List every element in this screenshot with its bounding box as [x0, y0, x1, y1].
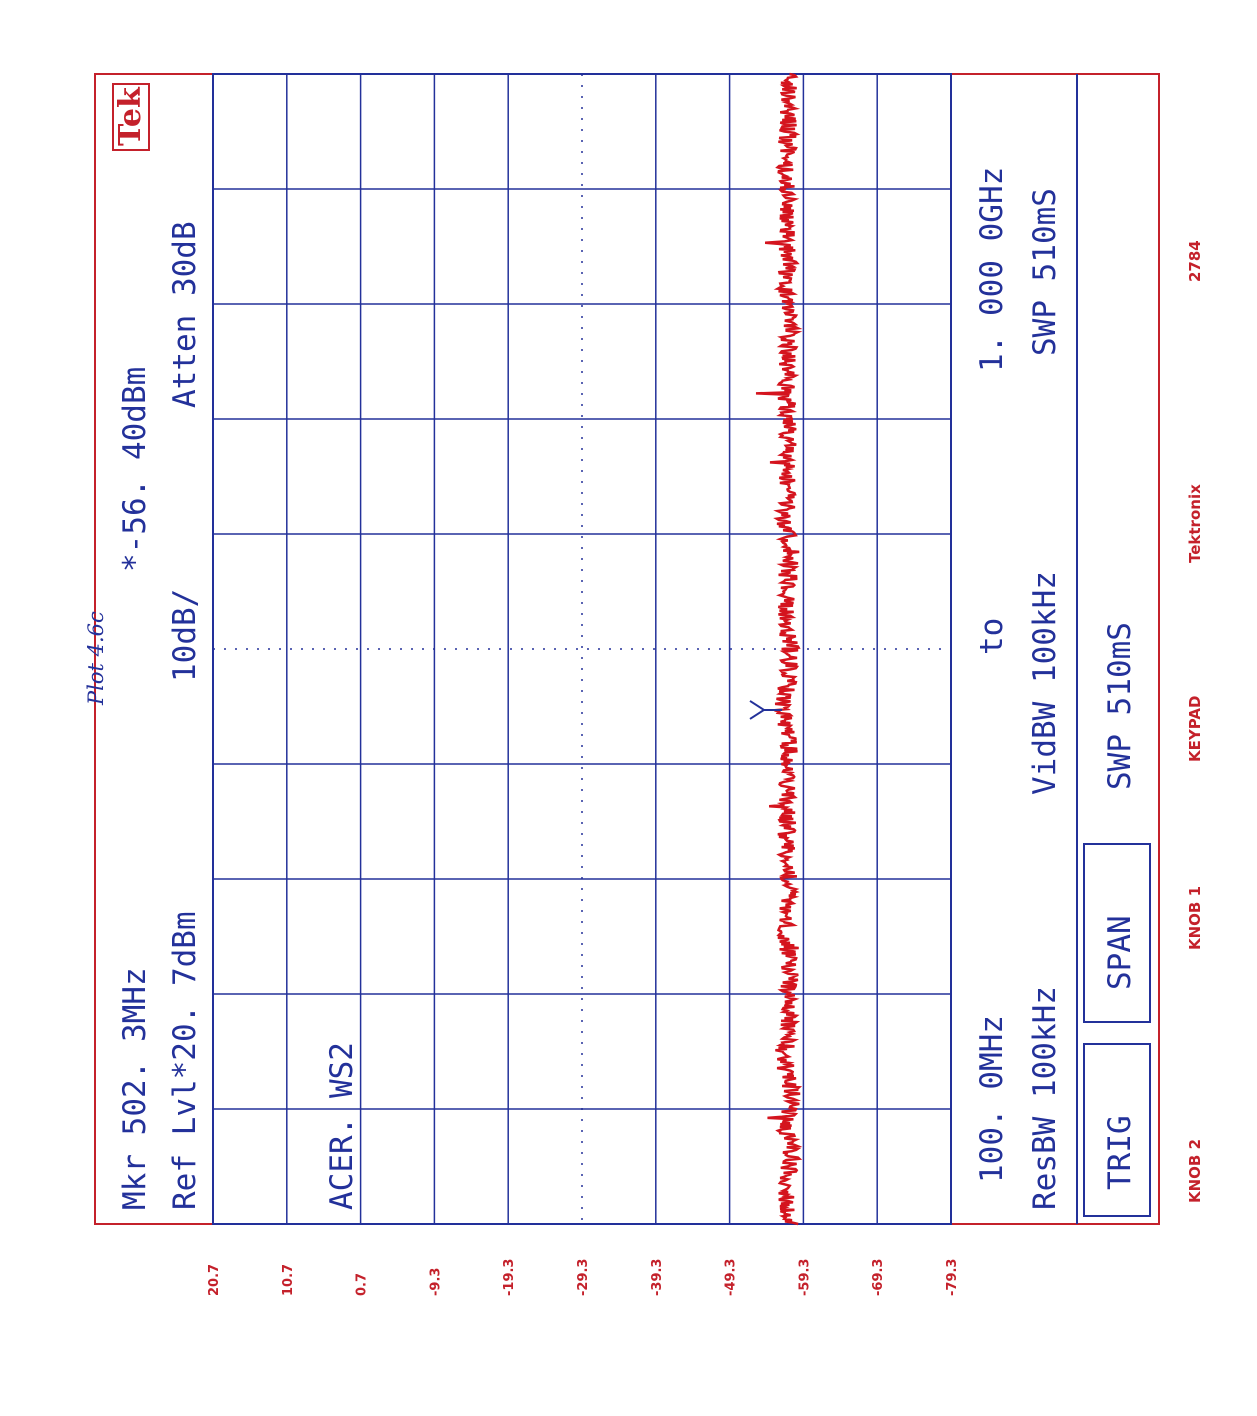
- y-tick-label: -29.3: [576, 1259, 591, 1296]
- sweep-time-right: SWP 510mS: [1027, 188, 1063, 356]
- y-tick-label: -59.3: [797, 1259, 812, 1296]
- attenuation: Atten 30dB: [167, 221, 203, 408]
- frequency-to: to: [974, 618, 1010, 655]
- marker-symbol: [749, 700, 782, 720]
- span-label: SPAN: [1102, 915, 1138, 990]
- video-bandwidth: VidBW 100kHz: [1027, 571, 1063, 795]
- graticule: [212, 73, 952, 1225]
- tek-logo: Tek: [112, 83, 150, 151]
- trace-label: ACER. WS2: [324, 1042, 360, 1210]
- footer-keypad: KEYPAD: [1186, 696, 1204, 762]
- trig-softkey[interactable]: TRIG: [1083, 1043, 1151, 1217]
- resolution-bandwidth: ResBW 100kHz: [1027, 986, 1063, 1210]
- stop-frequency: 1. 000 0GHz: [974, 167, 1010, 372]
- y-tick-label: -39.3: [650, 1259, 665, 1296]
- y-tick-labels: 20.7 10.7 0.7 -9.3 -19.3 -29.3 -39.3 -49.3 -59.3…: [207, 1259, 960, 1296]
- y-tick-label: -19.3: [502, 1259, 517, 1296]
- marker-level: *-56. 40dBm: [117, 367, 153, 572]
- start-frequency: 100. 0MHz: [974, 1015, 1010, 1183]
- marker-frequency: Mkr 502. 3MHz: [117, 967, 153, 1210]
- span-softkey[interactable]: SPAN: [1083, 843, 1151, 1023]
- footer-model: 2784: [1186, 240, 1204, 282]
- sweep-time-center: SWP 510mS: [1102, 622, 1138, 790]
- y-tick-label: -9.3: [428, 1268, 443, 1296]
- y-tick-label: -49.3: [724, 1259, 739, 1296]
- y-tick-label: 10.7: [281, 1264, 296, 1296]
- reference-level: Ref Lvl*20. 7dBm: [167, 911, 203, 1210]
- marker-glyph: [749, 700, 782, 720]
- trace-line: [755, 72, 803, 1226]
- y-tick-label: 0.7: [355, 1273, 370, 1296]
- footer-brand: Tektronix: [1186, 484, 1204, 563]
- vertical-scale: 10dB/: [167, 589, 203, 682]
- y-tick-label: -69.3: [871, 1259, 886, 1296]
- handwritten-annotation: Plot 4.6c: [84, 611, 108, 706]
- y-tick-label: -79.3: [945, 1259, 960, 1296]
- footer-knob1: KNOB 1: [1186, 886, 1204, 950]
- trig-label: TRIG: [1102, 1115, 1138, 1190]
- y-tick-label: 20.7: [207, 1264, 222, 1296]
- footer-knob2: KNOB 2: [1186, 1139, 1204, 1203]
- svg-text:Tek: Tek: [113, 86, 148, 146]
